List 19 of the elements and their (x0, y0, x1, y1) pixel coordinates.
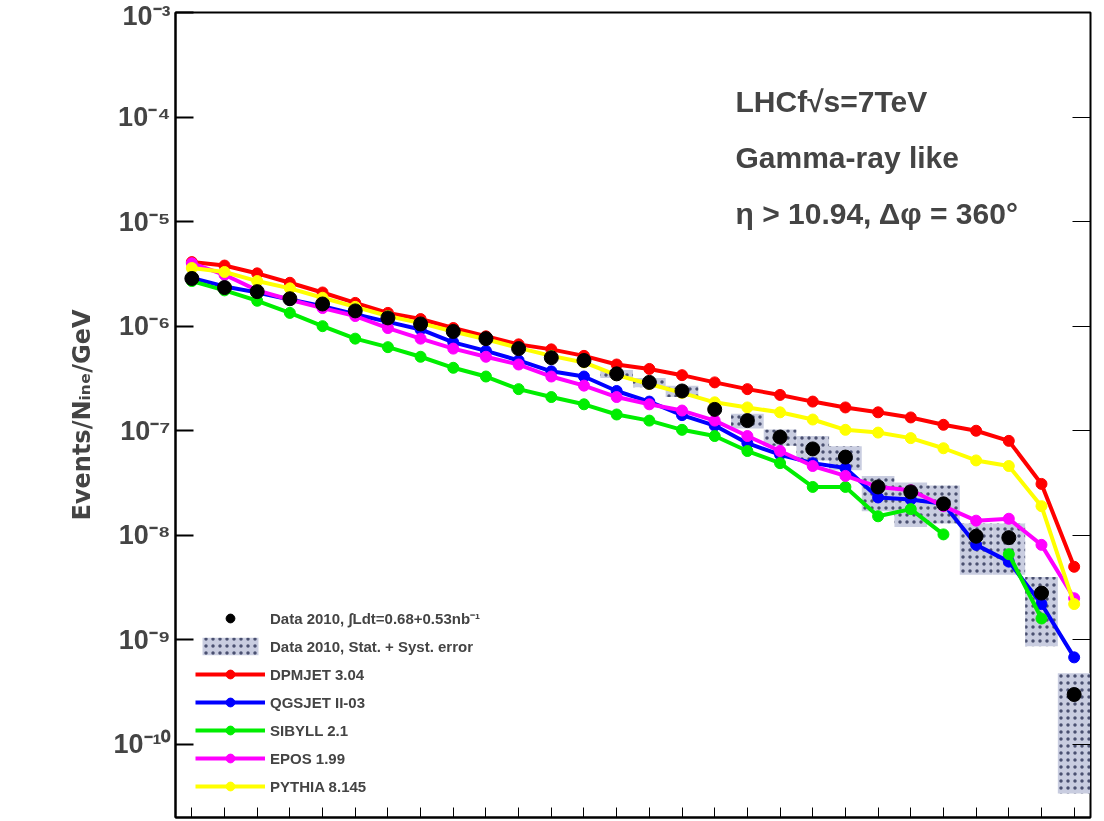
y-axis-title: Events/Nᵢₙₑ/GeV (68, 309, 97, 521)
annotation: Gamma-ray like (735, 140, 959, 174)
annotation: η > 10.94, Δφ = 360° (735, 196, 1018, 230)
legend-label: DPMJET 3.04 (270, 665, 365, 683)
legend-label: PYTHIA 8.145 (270, 777, 367, 795)
legend-label: EPOS 1.99 (270, 749, 346, 767)
y-tick-label: 10⁻⁴ (118, 102, 171, 133)
y-tick-label: 10⁻⁹ (118, 624, 171, 655)
y-tick-label: 10⁻⁸ (118, 520, 171, 551)
y-tick-label: 10⁻⁷ (120, 415, 171, 446)
legend-label: Data 2010, Stat. + Syst. error (270, 637, 474, 655)
annotation: LHCf√s=7TeV (735, 84, 928, 118)
legend-label: QGSJET II-03 (270, 693, 366, 711)
y-tick-label: 10⁻¹⁰ (113, 729, 172, 760)
y-tick-label: 10⁻⁶ (119, 311, 171, 342)
legend-label: Data 2010, ∫Ldt=0.68+0.53nb⁻¹ (270, 609, 481, 628)
y-tick-label: 10⁻⁵ (118, 206, 171, 237)
legend-label: SIBYLL 2.1 (270, 721, 349, 739)
y-tick-label: 10⁻³ (122, 0, 171, 31)
